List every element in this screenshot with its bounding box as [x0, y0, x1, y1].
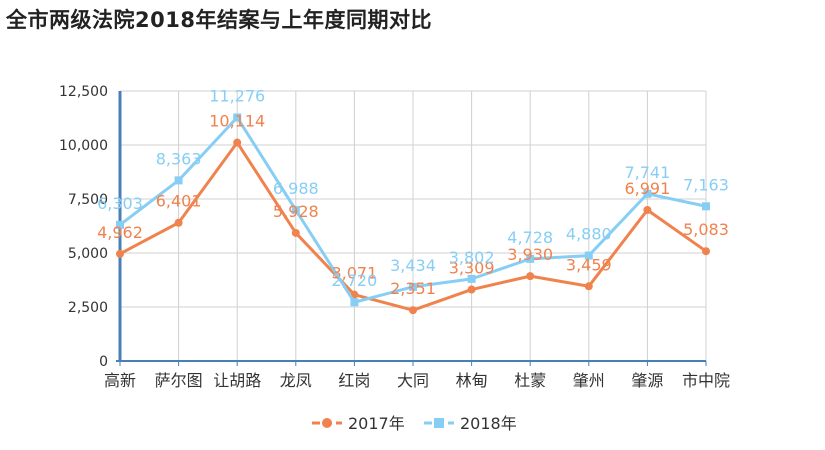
data-point — [116, 249, 124, 258]
data-label: 4,962 — [97, 223, 143, 242]
data-label: 3,309 — [449, 259, 495, 278]
data-label: 4,728 — [507, 228, 553, 247]
legend-marker — [434, 418, 444, 428]
legend-label: 2018年 — [460, 414, 517, 433]
legend-label: 2017年 — [348, 414, 405, 433]
data-point — [702, 247, 710, 256]
data-label: 5,083 — [683, 220, 729, 239]
data-label: 7,163 — [683, 175, 729, 194]
y-tick-label: 2,500 — [68, 300, 108, 316]
data-label: 6,988 — [273, 179, 319, 198]
data-label: 6,401 — [156, 192, 202, 211]
data-label: 6,303 — [97, 194, 143, 213]
data-label: 3,434 — [390, 256, 436, 275]
data-label: 8,363 — [156, 149, 202, 168]
data-point — [291, 206, 300, 215]
data-point — [291, 228, 300, 237]
data-point — [350, 298, 359, 307]
data-label: 2,720 — [331, 271, 377, 290]
data-label: 3,459 — [566, 255, 612, 274]
x-tick-label: 市中院 — [682, 371, 730, 390]
data-label: 2,351 — [390, 279, 436, 298]
data-label: 11,276 — [209, 86, 265, 105]
data-point — [584, 282, 593, 291]
y-tick-label: 0 — [99, 354, 108, 370]
x-tick-label: 肇源 — [631, 371, 663, 390]
data-point — [467, 274, 476, 283]
data-label: 7,741 — [624, 163, 670, 182]
x-tick-label: 红岗 — [338, 371, 370, 390]
data-label: 6,991 — [624, 179, 670, 198]
data-label: 3,930 — [507, 245, 553, 264]
data-point — [233, 113, 242, 122]
x-tick-label: 高新 — [104, 371, 136, 390]
chart-title: 全市两级法院2018年结案与上年度同期对比 — [6, 8, 432, 32]
y-tick-label: 12,500 — [59, 84, 108, 100]
data-point — [233, 138, 242, 147]
x-tick-label: 让胡路 — [213, 371, 261, 390]
x-tick-label: 萨尔图 — [155, 371, 203, 390]
data-point — [526, 254, 535, 263]
x-tick-label: 大同 — [397, 371, 429, 390]
y-tick-label: 5,000 — [68, 246, 108, 262]
data-label: 3,071 — [331, 264, 377, 283]
data-label: 5,928 — [273, 202, 319, 221]
x-tick-label: 林甸 — [456, 371, 488, 390]
data-point — [174, 218, 183, 227]
data-point — [643, 189, 652, 198]
data-point — [467, 285, 476, 294]
data-point — [409, 306, 417, 315]
data-point — [116, 220, 124, 229]
data-point — [409, 282, 417, 291]
y-tick-label: 10,000 — [59, 138, 108, 154]
data-point — [702, 202, 710, 211]
x-tick-label: 杜蒙 — [514, 371, 546, 390]
y-tick-label: 7,500 — [68, 192, 108, 208]
x-tick-label: 肇州 — [573, 371, 605, 390]
x-tick-label: 龙凤 — [280, 371, 312, 390]
data-label: 4,880 — [566, 225, 612, 244]
data-point — [584, 251, 593, 260]
data-label: 3,802 — [449, 248, 495, 267]
data-label: 10,114 — [209, 112, 265, 131]
legend-marker — [322, 418, 332, 428]
data-point — [643, 205, 652, 214]
data-point — [174, 176, 183, 185]
data-point — [526, 272, 535, 281]
